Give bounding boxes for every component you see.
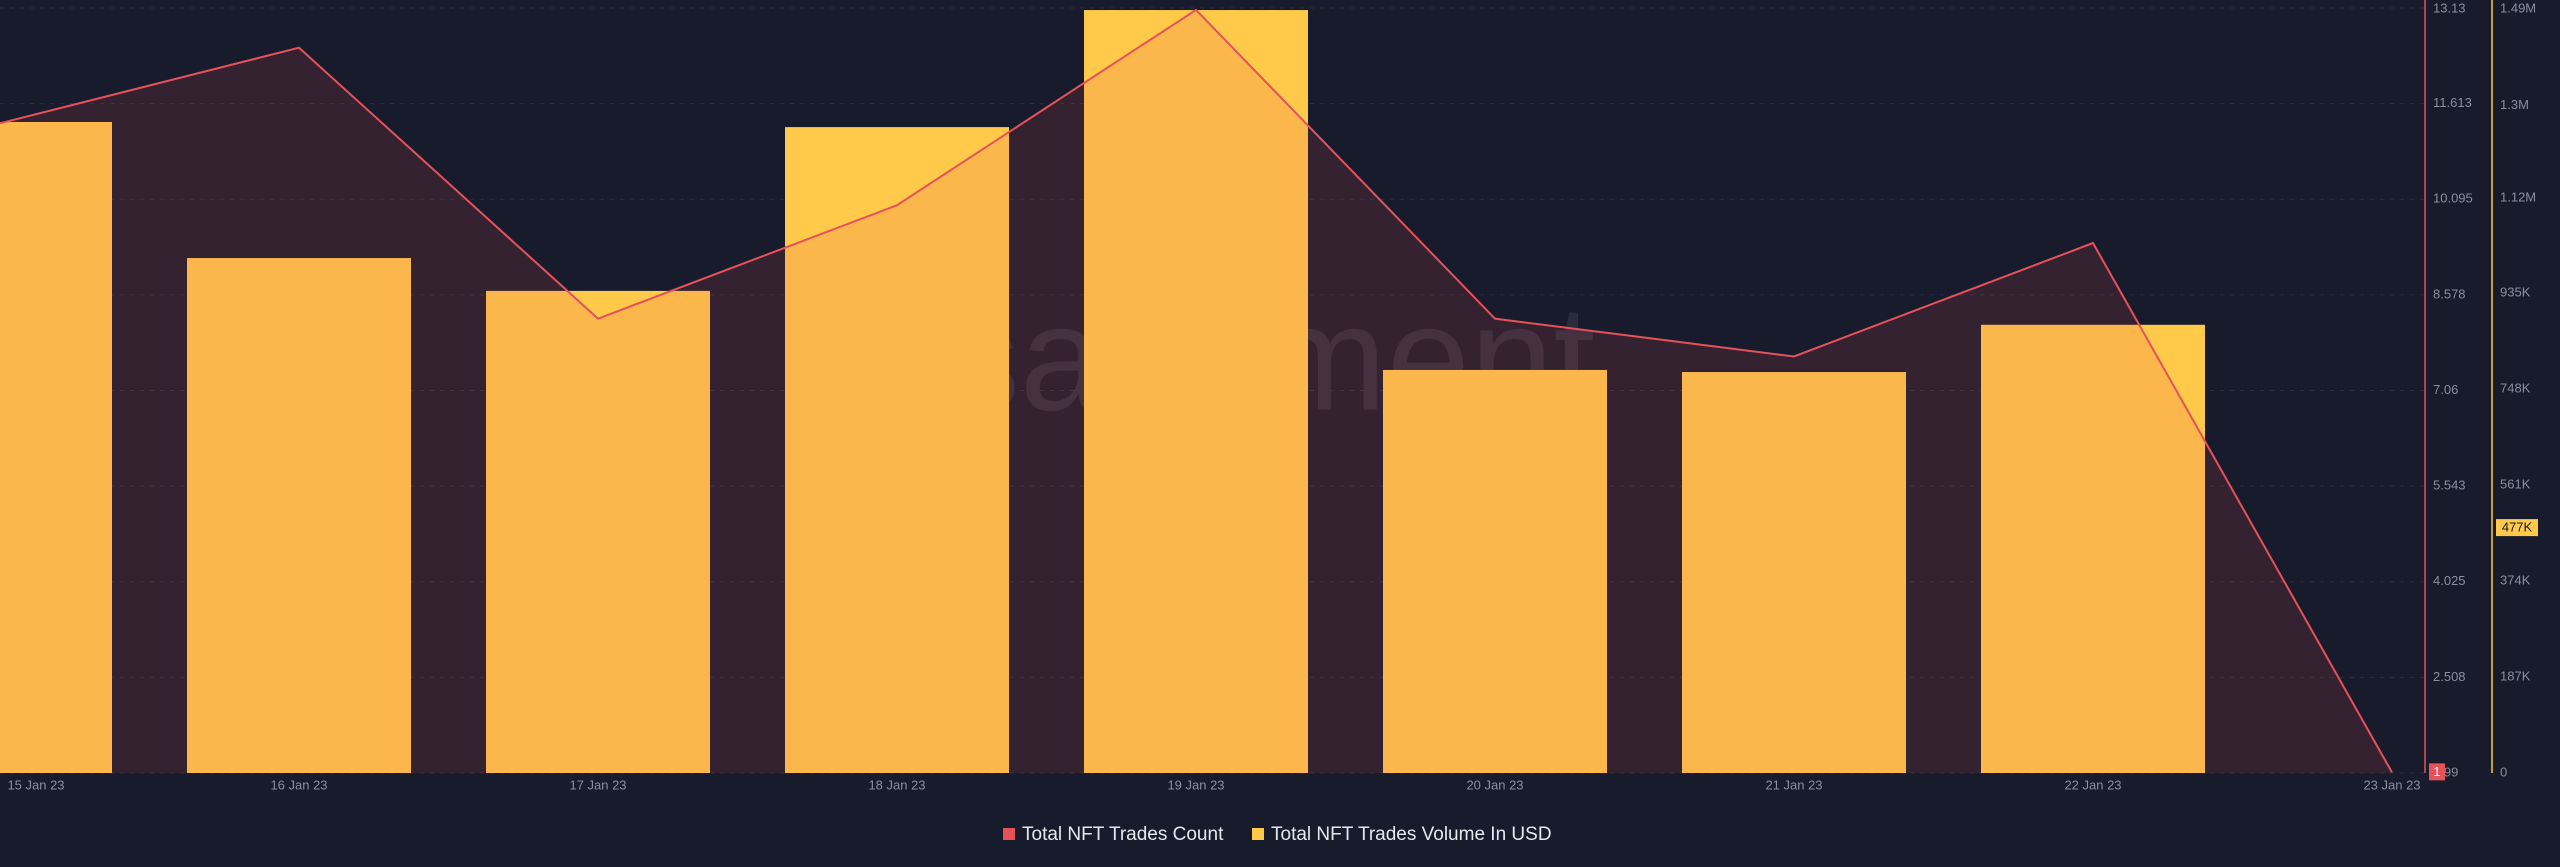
bar — [785, 127, 1009, 774]
y-tick-label: 4.025 — [2433, 573, 2466, 588]
y-marker-label: 1 — [2433, 764, 2440, 779]
y2-tick-label: 374K — [2500, 572, 2531, 587]
y-tick-label: 7.06 — [2433, 382, 2458, 397]
bar — [187, 258, 411, 773]
bar — [1084, 10, 1308, 773]
y-tick-label: 5.543 — [2433, 478, 2466, 493]
y2-tick-label: 0 — [2500, 764, 2507, 779]
x-tick-label: 23 Jan 23 — [2363, 777, 2420, 792]
y2-tick-label: 748K — [2500, 380, 2531, 395]
y2-tick-label: 1.12M — [2500, 189, 2536, 204]
y2-tick-label: 1.3M — [2500, 97, 2529, 112]
x-tick-label: 19 Jan 23 — [1167, 777, 1224, 792]
y-tick-label: 10.095 — [2433, 191, 2473, 206]
bar — [1383, 369, 1607, 773]
y-tick-label: 2.508 — [2433, 669, 2466, 684]
y-tick-label: 13.13 — [2433, 0, 2466, 15]
x-tick-label: 15 Jan 23 — [7, 777, 64, 792]
y-tick-label: 11.613 — [2433, 95, 2472, 110]
x-tick-label: 17 Jan 23 — [569, 777, 626, 792]
x-tick-label: 20 Jan 23 — [1466, 777, 1523, 792]
y2-marker-box — [2496, 519, 2538, 537]
legend-label: Total NFT Trades Volume In USD — [1271, 824, 1552, 845]
y-tick-label: 8.578 — [2433, 286, 2466, 301]
legend-swatch — [1252, 828, 1264, 840]
x-tick-label: 18 Jan 23 — [868, 777, 925, 792]
bar — [1682, 372, 1906, 773]
legend-swatch — [1003, 828, 1015, 840]
x-tick-label: 21 Jan 23 — [1765, 777, 1822, 792]
y2-tick-label: 935K — [2500, 284, 2531, 299]
bar — [486, 290, 710, 773]
y-marker-box — [2429, 763, 2445, 781]
legend-label: Total NFT Trades Count — [1022, 824, 1224, 845]
y2-tick-label: 187K — [2500, 668, 2531, 683]
bar — [1981, 324, 2205, 773]
area — [0, 9, 2392, 774]
y2-marker-label: 477K — [2502, 520, 2533, 535]
y2-tick-label: 1.49M — [2500, 0, 2536, 15]
x-tick-label: 22 Jan 23 — [2064, 777, 2121, 792]
y2-tick-label: 561K — [2500, 476, 2531, 491]
x-tick-label: 16 Jan 23 — [270, 777, 327, 792]
line — [0, 8, 2393, 773]
bar — [0, 121, 112, 774]
